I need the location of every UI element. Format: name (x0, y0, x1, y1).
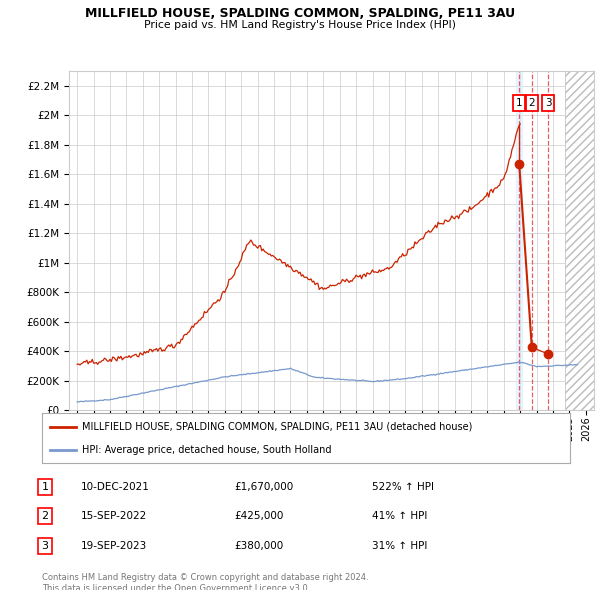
Text: Contains HM Land Registry data © Crown copyright and database right 2024.
This d: Contains HM Land Registry data © Crown c… (42, 573, 368, 590)
Text: 10-DEC-2021: 10-DEC-2021 (81, 482, 150, 491)
Text: MILLFIELD HOUSE, SPALDING COMMON, SPALDING, PE11 3AU: MILLFIELD HOUSE, SPALDING COMMON, SPALDI… (85, 8, 515, 21)
Text: 15-SEP-2022: 15-SEP-2022 (81, 512, 147, 521)
Text: Price paid vs. HM Land Registry's House Price Index (HPI): Price paid vs. HM Land Registry's House … (144, 19, 456, 30)
Text: HPI: Average price, detached house, South Holland: HPI: Average price, detached house, Sout… (82, 445, 331, 455)
Text: 3: 3 (545, 99, 551, 108)
Text: 2: 2 (529, 99, 535, 108)
Text: 1: 1 (41, 482, 49, 491)
Text: 2: 2 (41, 512, 49, 521)
Text: £380,000: £380,000 (234, 541, 283, 550)
Bar (516, 71, 522, 410)
Text: 1: 1 (516, 99, 523, 108)
Text: 19-SEP-2023: 19-SEP-2023 (81, 541, 147, 550)
Bar (565, 71, 594, 410)
Text: MILLFIELD HOUSE, SPALDING COMMON, SPALDING, PE11 3AU (detached house): MILLFIELD HOUSE, SPALDING COMMON, SPALDI… (82, 421, 472, 431)
Text: 522% ↑ HPI: 522% ↑ HPI (372, 482, 434, 491)
Text: 3: 3 (41, 541, 49, 550)
Text: 41% ↑ HPI: 41% ↑ HPI (372, 512, 427, 521)
Text: £425,000: £425,000 (234, 512, 283, 521)
Text: £1,670,000: £1,670,000 (234, 482, 293, 491)
Text: 31% ↑ HPI: 31% ↑ HPI (372, 541, 427, 550)
